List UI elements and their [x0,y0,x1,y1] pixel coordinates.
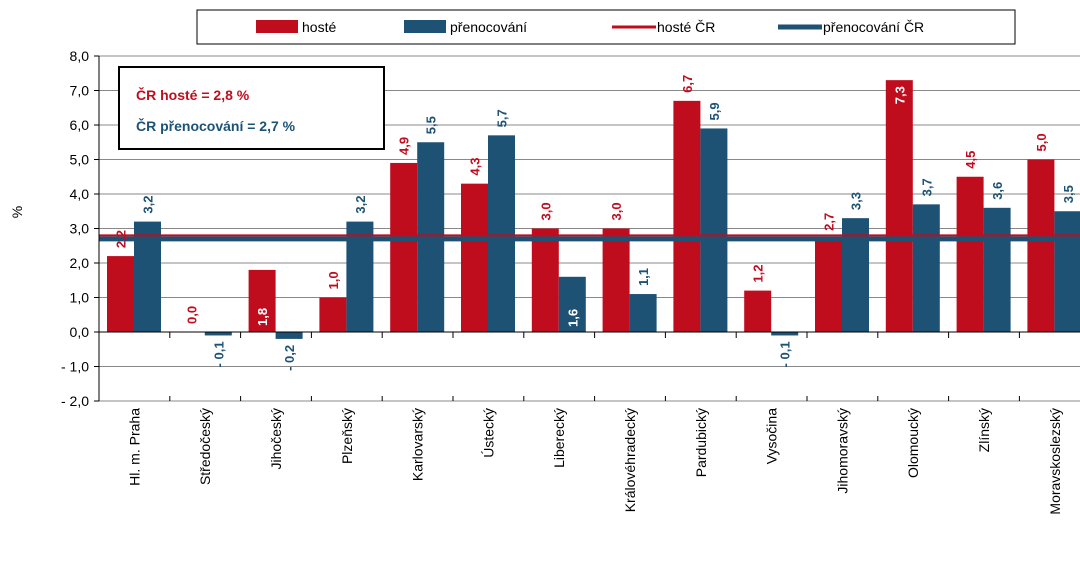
legend: hosté přenocování hosté ČR přenocování Č… [197,10,1015,44]
bar [815,239,842,332]
legend-swatch-prenocovani [404,20,446,33]
y-tick-label: 4,0 [70,186,90,202]
data-label: 5,5 [424,116,439,134]
data-label: - 0,2 [282,345,297,371]
x-category-label: Středočeský [197,408,213,485]
x-category-label: Jihočeský [268,408,284,469]
legend-label-prenocovani-cr: přenocování ČR [823,19,924,35]
bar [957,177,984,332]
x-category-label: Pardubický [693,408,709,477]
info-cr-hoste: ČR hosté = 2,8 % [136,86,250,103]
reference-lines [99,235,1080,238]
info-box-frame [119,67,384,149]
legend-label-hoste-cr: hosté ČR [657,19,715,35]
info-box: ČR hosté = 2,8 % ČR přenocování = 2,7 % [119,67,384,149]
legend-label-hoste: hosté [302,19,336,35]
data-label: 1,6 [565,309,580,327]
x-category-label: Jihomoravský [834,408,850,494]
data-label: 3,2 [353,196,368,214]
y-tick-label: 7,0 [70,83,90,99]
y-tick-label: 6,0 [70,117,90,133]
bar [886,80,913,332]
data-label: 5,9 [707,102,722,120]
data-label: 2,7 [822,213,837,231]
x-category-label: Zlínský [976,408,992,452]
data-label: 1,0 [326,271,341,289]
y-tick-label: 5,0 [70,152,90,168]
x-category-label: Liberecký [551,408,567,468]
bar [913,204,940,332]
bar [984,208,1011,332]
bar [744,291,771,332]
bar [107,256,134,332]
data-label: 3,0 [538,202,553,220]
data-label: 6,7 [680,75,695,93]
x-category-label: Ústecký [480,408,496,458]
bar [461,184,488,332]
data-label: - 0,1 [778,341,793,367]
bar [1054,211,1080,332]
legend-swatch-hoste [256,20,298,33]
bar [276,332,303,339]
y-tick-label: - 1,0 [61,359,89,375]
data-label: 4,9 [397,137,412,155]
y-tick-label: 3,0 [70,221,90,237]
y-tick-label: 2,0 [70,255,90,271]
x-category-label: Plzeňský [339,408,355,464]
bar [700,128,727,332]
data-label: 3,6 [990,182,1005,200]
y-axis-label: % [9,206,25,218]
data-label: 3,5 [1061,185,1076,203]
data-label: 2,2 [114,230,129,248]
x-category-label: Vysočina [764,408,780,465]
data-label: 5,0 [1034,133,1049,151]
info-cr-prenocovani: ČR přenocování = 2,7 % [136,117,296,134]
x-category-label: Královéhradecký [622,408,638,512]
data-label: - 0,1 [211,341,226,367]
legend-label-prenocovani: přenocování [450,19,527,35]
data-label: 3,0 [609,202,624,220]
y-tick-label: 8,0 [70,48,90,64]
data-label: 4,3 [468,158,483,176]
y-tick-label: 1,0 [70,290,90,306]
bar [673,101,700,332]
data-label: 1,1 [636,268,651,286]
data-label: 0,0 [184,306,199,324]
y-tick-label: - 2,0 [61,393,89,409]
x-category-label: Moravskoslezský [1047,408,1063,515]
data-label: 3,7 [919,178,934,196]
bar [532,229,559,333]
bar [1027,160,1054,333]
x-category-label: Hl. m. Praha [126,408,142,486]
x-category-label: Karlovarský [410,408,426,481]
bar [630,294,657,332]
data-label: 7,3 [892,86,907,104]
data-label: 3,3 [849,192,864,210]
data-label: 4,5 [963,151,978,169]
data-label: 1,8 [255,308,270,326]
data-label: 3,2 [141,196,156,214]
bar [603,229,630,333]
x-category-label: Olomoucký [905,408,921,478]
data-label: 1,2 [751,265,766,283]
bar [488,135,515,332]
bar [319,298,346,333]
bar [205,332,232,335]
data-label: 5,7 [495,109,510,127]
bar [390,163,417,332]
bar [771,332,798,335]
y-tick-label: 0,0 [70,324,90,340]
